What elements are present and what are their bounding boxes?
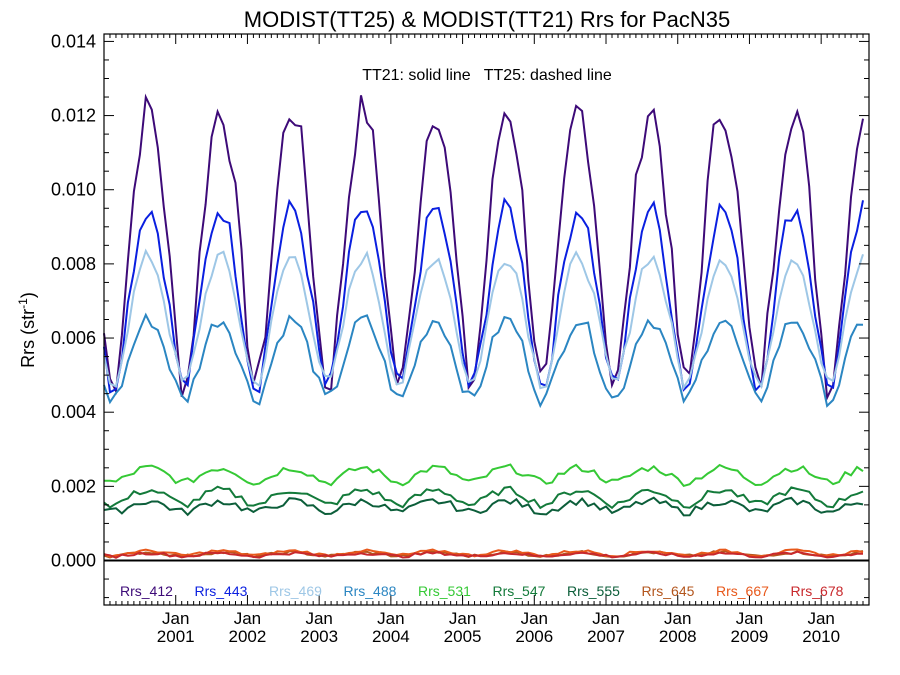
y-tick-label: 0.008 <box>51 254 96 274</box>
chart-title: MODIST(TT25) & MODIST(TT21) Rrs for PacN… <box>244 7 731 32</box>
series-line-rrs-531 <box>103 463 864 488</box>
legend-item-rrs-488: Rrs_488 <box>344 583 397 599</box>
legend-item-rrs-443: Rrs_443 <box>195 583 248 599</box>
y-tick-label: 0.006 <box>51 328 96 348</box>
legend-item-rrs-645: Rrs_645 <box>642 583 695 599</box>
series-line-rrs-678 <box>103 550 863 559</box>
legend-item-rrs-547: Rrs_547 <box>493 583 546 599</box>
y-tick-label: 0.002 <box>51 476 96 496</box>
x-tick-year-label: 2010 <box>802 627 840 646</box>
y-axis-label-sup: -1 <box>16 298 30 309</box>
x-tick-year-label: 2007 <box>587 627 625 646</box>
x-tick-year-label: 2009 <box>731 627 769 646</box>
y-tick-label: 0.014 <box>51 31 96 51</box>
y-axis-label-end: ) <box>18 292 38 298</box>
x-tick-year-label: 2008 <box>659 627 697 646</box>
series-line-rrs-667 <box>103 548 864 558</box>
series-line-rrs-412 <box>103 93 864 402</box>
legend-item-rrs-531: Rrs_531 <box>418 583 471 599</box>
series-line-rrs-488 <box>103 312 864 409</box>
x-tick-year-label: 2005 <box>444 627 482 646</box>
y-tick-label: 0.010 <box>51 180 96 200</box>
legend-item-rrs-555: Rrs_555 <box>567 583 620 599</box>
x-tick-month-label: Jan <box>807 609 834 628</box>
x-tick-month-label: Jan <box>449 609 476 628</box>
legend-item-rrs-667: Rrs_667 <box>716 583 769 599</box>
x-tick-year-label: 2001 <box>157 627 195 646</box>
y-tick-label: 0.000 <box>51 551 96 571</box>
x-tick-year-label: 2004 <box>372 627 410 646</box>
legend-item-rrs-412: Rrs_412 <box>120 583 173 599</box>
y-tick-label: 0.012 <box>51 106 96 126</box>
legend: Rrs_412 Rrs_443 Rrs_469 Rrs_488 Rrs_531 Rrs_5… <box>120 583 844 599</box>
series-line-rrs-443 <box>103 196 864 394</box>
series-line-rrs-469 <box>103 248 864 391</box>
legend-item-rrs-469: Rrs_469 <box>269 583 322 599</box>
x-tick-year-label: 2006 <box>515 627 553 646</box>
line-style-annotation: TT21: solid line TT25: dashed line <box>362 67 612 84</box>
y-axis-label-main: Rrs (str <box>18 309 38 368</box>
x-tick-month-label: Jan <box>162 609 189 628</box>
y-tick-label: 0.004 <box>51 402 96 422</box>
legend-item-rrs-678: Rrs_678 <box>791 583 844 599</box>
series-line-rrs-555 <box>103 496 864 517</box>
x-tick-year-label: 2003 <box>300 627 338 646</box>
x-tick-month-label: Jan <box>592 609 619 628</box>
x-tick-month-label: Jan <box>305 609 332 628</box>
x-tick-year-label: 2002 <box>229 627 267 646</box>
series-layer <box>103 93 864 559</box>
x-tick-month-label: Jan <box>664 609 691 628</box>
axes-layer: 0.000 0.002 0.004 0.006 0.008 0.010 0.012 0.014… <box>51 31 870 646</box>
x-tick-month-label: Jan <box>736 609 763 628</box>
x-tick-month-label: Jan <box>234 609 261 628</box>
y-axis-label: Rrs (str-1) <box>16 292 38 368</box>
series-line-rrs-547 <box>103 485 864 510</box>
x-tick-month-label: Jan <box>521 609 548 628</box>
x-tick-month-label: Jan <box>377 609 404 628</box>
